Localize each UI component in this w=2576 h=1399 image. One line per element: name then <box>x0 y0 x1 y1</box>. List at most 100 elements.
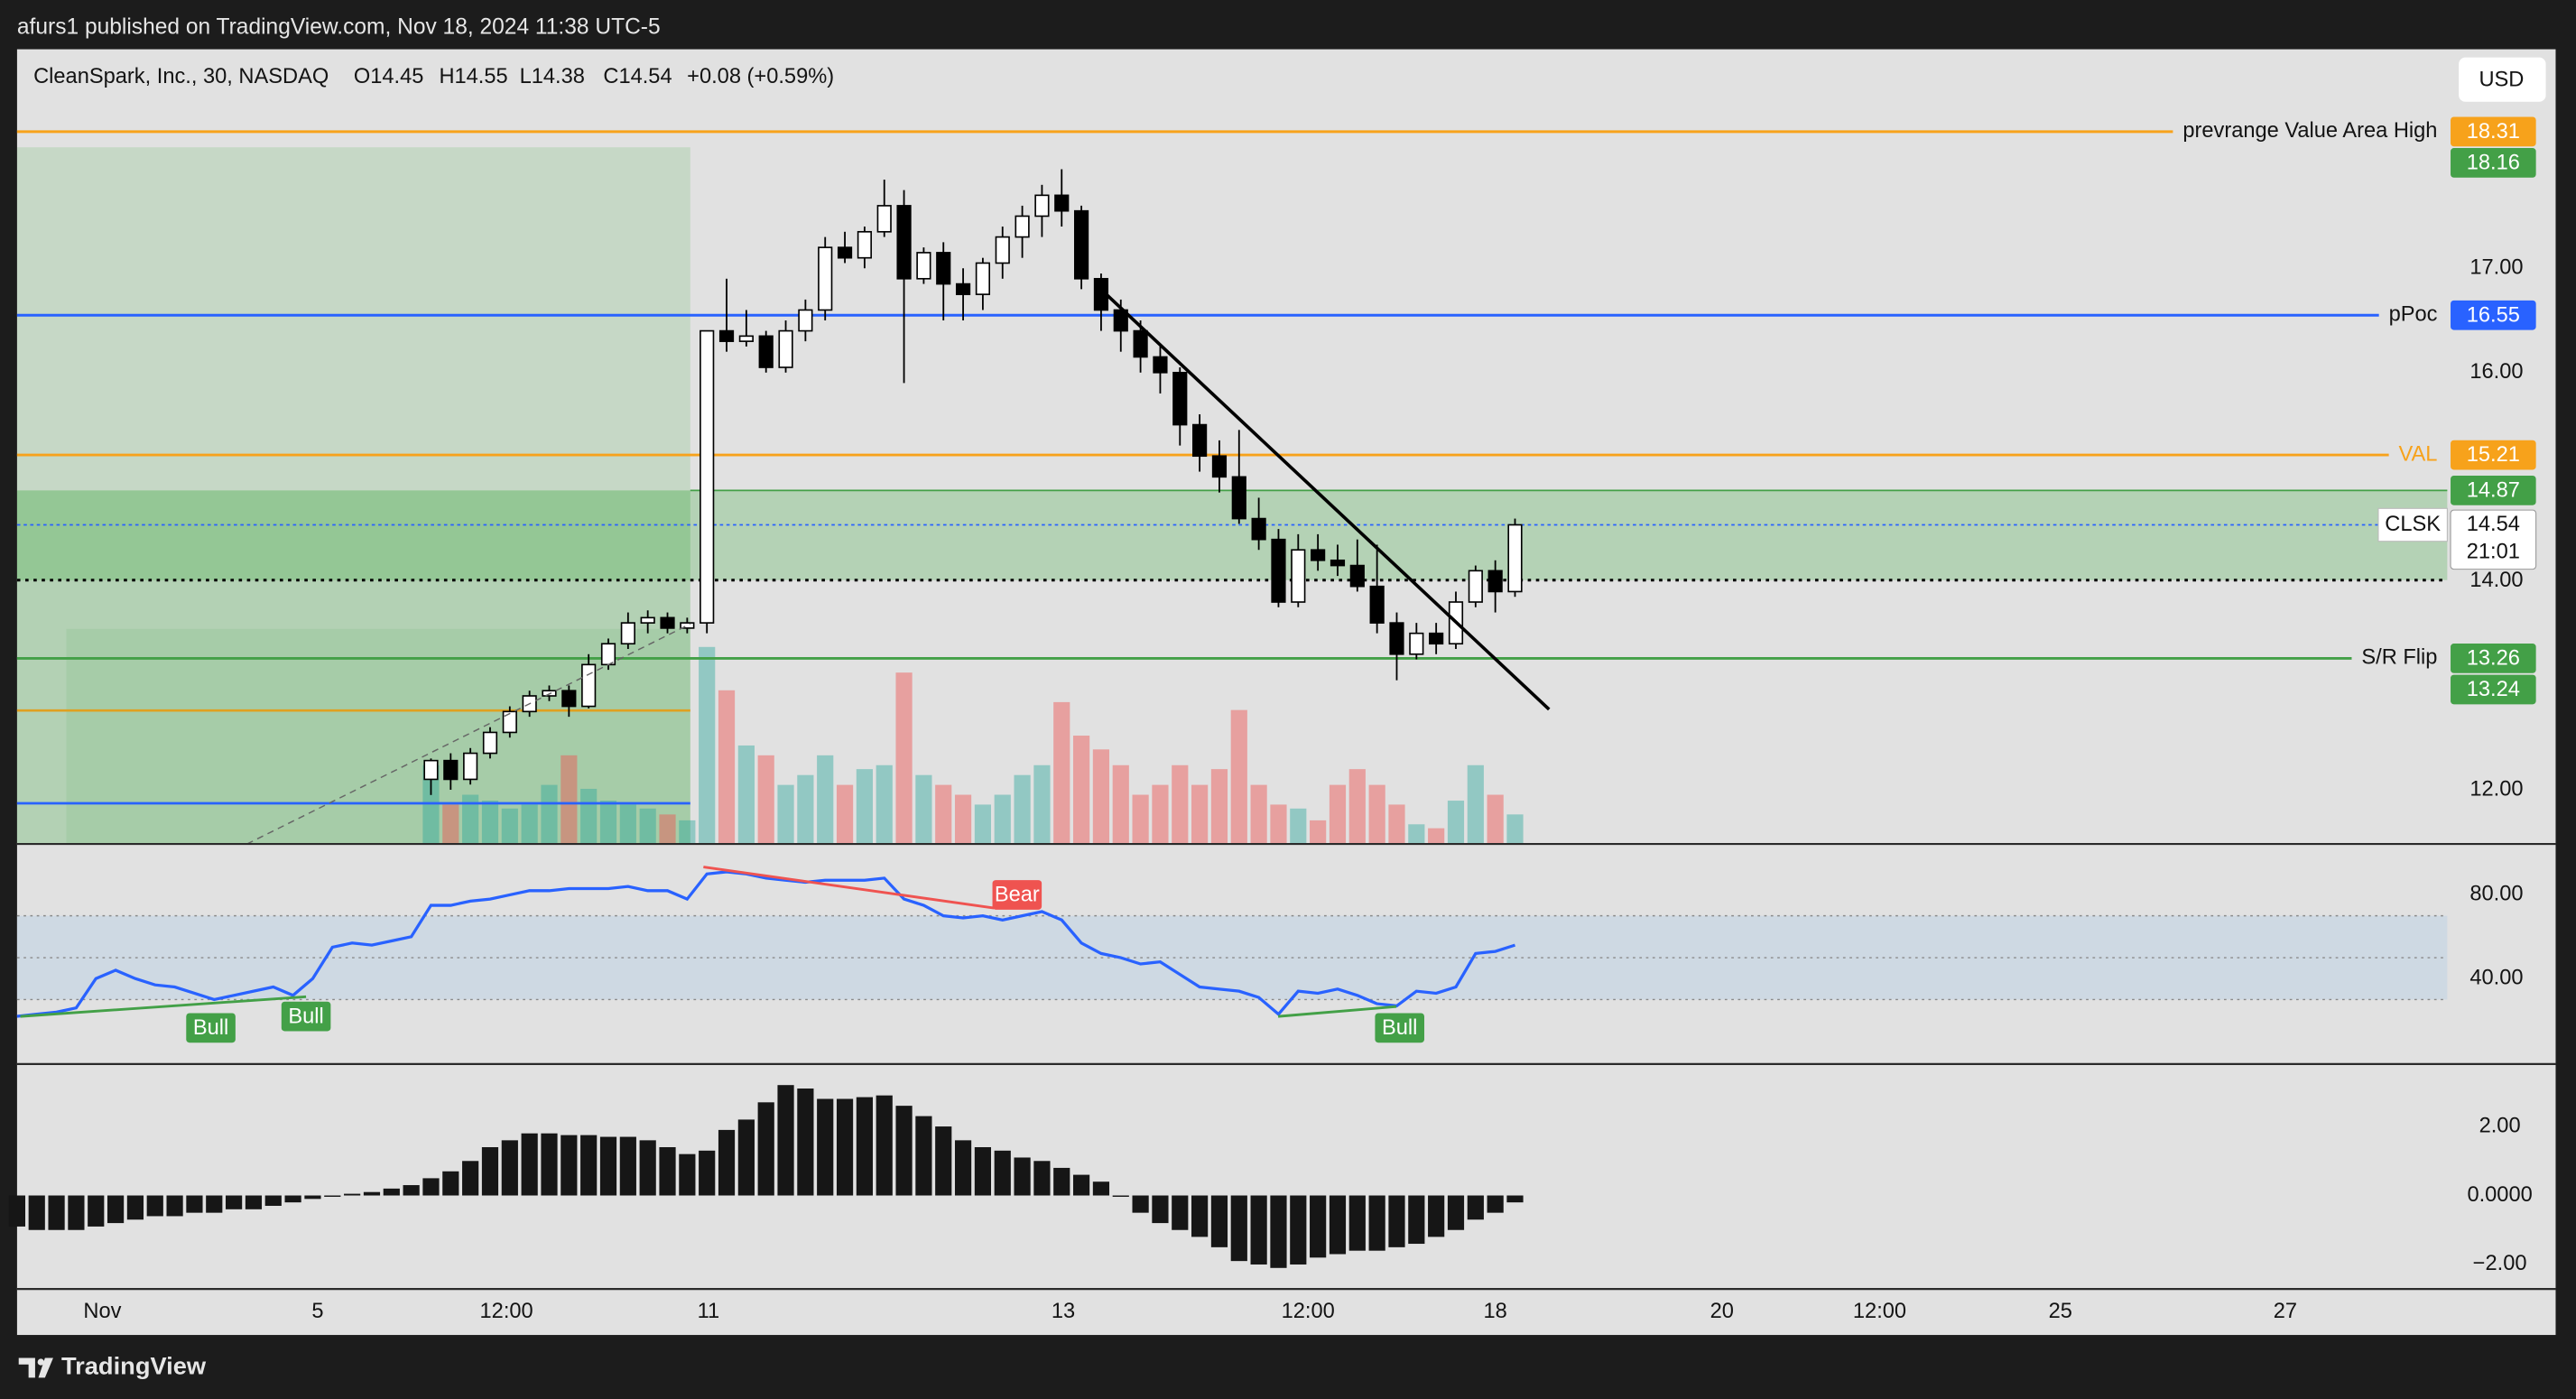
volume-bar <box>1152 784 1169 845</box>
currency[interactable]: USD <box>2479 68 2524 91</box>
macd-bar <box>817 1098 834 1196</box>
macd-bar <box>1250 1195 1267 1265</box>
candle-body <box>1311 549 1326 561</box>
volume-bar <box>679 820 696 845</box>
ohlc-high: H14.55 <box>439 65 507 88</box>
volume-bar <box>935 784 952 845</box>
macd-bar <box>836 1098 854 1196</box>
macd-bar <box>1290 1195 1307 1265</box>
candle-body <box>818 246 833 311</box>
volume-bar <box>797 774 814 845</box>
level-name: S/R Flip <box>2361 646 2437 670</box>
macd-bar <box>146 1195 163 1217</box>
volume-bar <box>422 764 440 845</box>
candle-body <box>1172 371 1188 426</box>
volume-bar <box>580 788 598 845</box>
volume-bar <box>974 804 992 845</box>
volume-bar <box>1191 784 1209 845</box>
volume-bar <box>1033 764 1051 845</box>
macd-bar <box>462 1161 479 1196</box>
candle-body <box>995 236 1010 264</box>
macd-bar <box>994 1150 1011 1196</box>
macd-bar <box>619 1136 636 1196</box>
price-tag-label: 18.31 <box>2467 120 2520 144</box>
candle-body <box>423 759 439 781</box>
ohlc-change: +0.08 (+0.59%) <box>687 65 834 88</box>
candle-body <box>700 329 715 624</box>
macd-bar <box>245 1195 263 1209</box>
macd-bar <box>757 1102 774 1196</box>
logo-mark <box>18 1357 35 1378</box>
price-tag-label: 15.21 <box>2467 443 2520 467</box>
candle-body <box>1231 476 1246 520</box>
y-tick-label: 12.00 <box>2469 777 2523 801</box>
volume-bar <box>1348 769 1366 845</box>
macd-bar <box>206 1195 223 1213</box>
volume-bar <box>1467 764 1484 845</box>
macd-bar <box>363 1191 381 1196</box>
divergence-label: Bull <box>193 1016 228 1040</box>
overlay: 12.0014.0016.0017.0018.00Nov512:00111312… <box>83 116 2537 1323</box>
dashed-trend <box>246 623 691 845</box>
volume-bar <box>1487 794 1504 845</box>
macd-bar <box>1487 1195 1504 1213</box>
logo-mark <box>38 1357 53 1378</box>
price-tag <box>2451 440 2536 470</box>
macd-bar <box>344 1193 361 1196</box>
candle-body <box>975 262 991 295</box>
volume-bar <box>836 784 854 845</box>
volume-bar <box>954 794 972 845</box>
macd-bar <box>1408 1195 1425 1245</box>
macd-bar <box>1388 1195 1405 1247</box>
macd-bar <box>954 1140 972 1196</box>
x-tick-label: 12:00 <box>1853 1300 1906 1323</box>
macd-bar <box>501 1140 518 1196</box>
candle-body <box>1073 209 1089 280</box>
candle-body <box>857 230 872 259</box>
volume-bar <box>541 784 558 845</box>
macd-bar <box>126 1195 144 1220</box>
rsi-pane: Bull Bull Bull Bear <box>16 870 2448 1043</box>
candle-body <box>778 329 793 368</box>
candle-body <box>837 246 853 259</box>
macd-bar <box>1230 1195 1247 1262</box>
volume-bar <box>1290 808 1307 845</box>
volume-bar <box>1388 804 1405 845</box>
macd-bar <box>1053 1167 1070 1196</box>
candle-body <box>1330 559 1346 567</box>
volume-bar <box>481 801 499 845</box>
x-tick-label: 13 <box>1052 1300 1075 1323</box>
candle-body <box>916 252 931 280</box>
price-tag <box>2451 148 2536 178</box>
macd-bar <box>403 1185 420 1196</box>
macd-bar <box>1172 1195 1189 1230</box>
macd-bar <box>679 1153 696 1196</box>
macd-bar <box>1368 1195 1385 1251</box>
macd-bar <box>422 1178 440 1196</box>
candle-body <box>718 329 735 342</box>
volume-bar <box>462 794 479 845</box>
volume-bar <box>1053 701 1070 845</box>
divergence-tag <box>186 1013 236 1043</box>
macd-bar <box>28 1195 45 1230</box>
macd-bar <box>1014 1157 1031 1196</box>
candle-body <box>1349 564 1365 588</box>
macd-bar <box>699 1150 716 1196</box>
volume-bar <box>1368 784 1385 845</box>
macd-bar <box>935 1126 952 1196</box>
divergence-label: Bear <box>995 884 1040 907</box>
macd-bar <box>561 1135 578 1196</box>
macd-bar <box>481 1146 499 1196</box>
candle-body <box>561 690 577 708</box>
volume-bar <box>1270 804 1287 845</box>
x-tick-label: 27 <box>2274 1300 2297 1323</box>
divergence-tag <box>992 880 1042 910</box>
symbol-tag <box>2377 507 2448 542</box>
volume-bar <box>1310 820 1327 845</box>
volume-bar <box>1230 709 1247 845</box>
volume-bar <box>1092 749 1110 845</box>
macd-bar <box>8 1195 25 1227</box>
currency-button[interactable] <box>2459 57 2546 102</box>
volume-bar <box>777 784 794 845</box>
